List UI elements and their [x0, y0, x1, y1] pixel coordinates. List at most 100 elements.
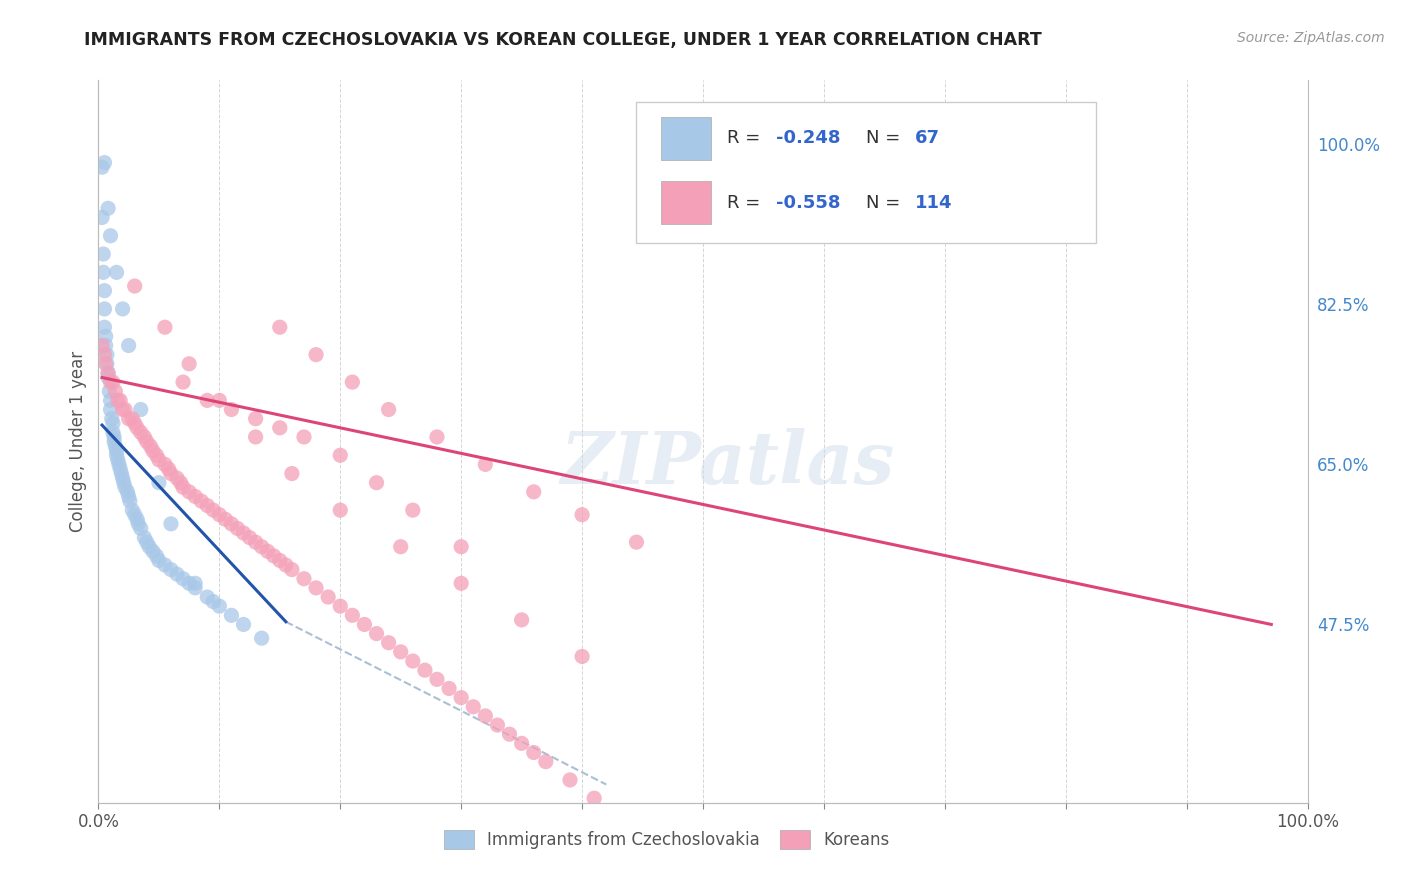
- Point: [94, 329, 117, 343]
- FancyBboxPatch shape: [637, 102, 1097, 243]
- Point: [281, 563, 304, 577]
- Point: [269, 320, 291, 334]
- Point: [221, 402, 243, 417]
- Point: [486, 718, 509, 732]
- Point: [172, 480, 194, 494]
- Point: [426, 430, 449, 444]
- Point: [221, 608, 243, 623]
- Point: [124, 279, 146, 293]
- Point: [93, 320, 115, 334]
- Point: [202, 503, 225, 517]
- Point: [160, 467, 183, 481]
- Point: [135, 535, 157, 549]
- Point: [274, 558, 297, 572]
- Point: [571, 649, 593, 664]
- Point: [679, 832, 702, 847]
- Point: [107, 393, 129, 408]
- Point: [450, 690, 472, 705]
- Point: [121, 503, 143, 517]
- Point: [107, 453, 129, 467]
- Point: [245, 430, 267, 444]
- Point: [329, 448, 352, 462]
- Point: [366, 626, 388, 640]
- Point: [232, 526, 254, 541]
- Point: [114, 480, 136, 494]
- Point: [145, 448, 167, 462]
- Point: [752, 860, 775, 874]
- Point: [127, 512, 149, 526]
- Point: [195, 393, 218, 408]
- Point: [97, 366, 120, 380]
- Point: [91, 338, 114, 352]
- Legend: Immigrants from Czechoslovakia, Koreans: Immigrants from Czechoslovakia, Koreans: [437, 823, 896, 856]
- Point: [329, 599, 352, 614]
- Point: [94, 357, 117, 371]
- Point: [97, 366, 120, 380]
- Point: [172, 572, 194, 586]
- Point: [402, 503, 425, 517]
- Point: [100, 375, 122, 389]
- Text: 114: 114: [915, 194, 952, 211]
- Point: [463, 699, 485, 714]
- Point: [153, 558, 176, 572]
- Point: [114, 402, 136, 417]
- Point: [208, 599, 231, 614]
- Point: [269, 421, 291, 435]
- Point: [377, 636, 399, 650]
- Y-axis label: College, Under 1 year: College, Under 1 year: [69, 351, 87, 533]
- Point: [172, 375, 194, 389]
- Point: [437, 681, 460, 696]
- Point: [105, 265, 128, 279]
- Point: [558, 772, 581, 787]
- Point: [93, 155, 115, 169]
- Point: [607, 805, 630, 819]
- Point: [160, 516, 183, 531]
- Point: [195, 499, 218, 513]
- Point: [93, 301, 115, 316]
- Point: [269, 553, 291, 567]
- Point: [93, 284, 115, 298]
- FancyBboxPatch shape: [661, 117, 711, 160]
- Point: [626, 535, 648, 549]
- Text: N =: N =: [866, 129, 900, 147]
- Point: [117, 484, 139, 499]
- Point: [118, 490, 141, 504]
- Point: [118, 494, 141, 508]
- Point: [184, 576, 207, 591]
- Point: [179, 576, 201, 591]
- Point: [450, 540, 472, 554]
- Point: [100, 228, 122, 243]
- Point: [138, 540, 160, 554]
- Point: [111, 301, 134, 316]
- Point: [166, 471, 188, 485]
- Point: [169, 475, 191, 490]
- Point: [910, 889, 932, 892]
- Point: [474, 458, 496, 472]
- Point: [111, 402, 134, 417]
- Point: [101, 416, 124, 430]
- Point: [214, 512, 236, 526]
- Point: [148, 475, 170, 490]
- Point: [353, 617, 375, 632]
- Point: [148, 553, 170, 567]
- Point: [129, 402, 152, 417]
- Point: [127, 516, 149, 531]
- Point: [153, 320, 176, 334]
- Point: [129, 425, 152, 440]
- Point: [583, 791, 606, 805]
- Point: [148, 453, 170, 467]
- Point: [377, 402, 399, 417]
- Point: [305, 581, 328, 595]
- Point: [413, 663, 436, 677]
- Point: [226, 521, 249, 535]
- Point: [103, 434, 125, 449]
- Point: [208, 393, 231, 408]
- Point: [104, 384, 127, 399]
- Point: [111, 471, 134, 485]
- Point: [98, 384, 121, 399]
- Point: [108, 393, 131, 408]
- Point: [103, 430, 125, 444]
- Point: [789, 869, 811, 883]
- Point: [139, 439, 162, 453]
- Point: [523, 746, 546, 760]
